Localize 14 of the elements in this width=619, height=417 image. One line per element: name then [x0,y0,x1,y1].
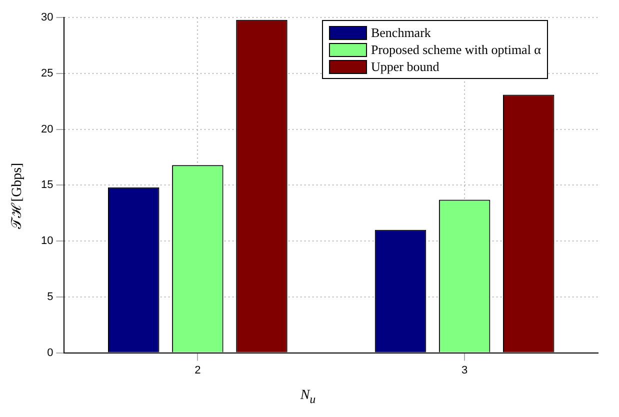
y-tick-label: 15 [40,179,54,192]
x-tick-label: 3 [461,364,468,376]
y-tick-label: 5 [47,290,54,303]
y-axis-title: 𝒯ℋ [Gbps] [10,162,26,232]
y-tick-label: 25 [40,68,54,80]
y-tick-label: 20 [40,123,54,136]
legend-label: Proposed scheme with optimal α [370,41,541,58]
y-tick-label: 30 [40,12,54,24]
x-axis-title: N$_{u}$ [299,388,317,406]
x-tick-label: 2 [194,364,201,376]
y-tick-label: 0 [47,346,54,359]
legend-label: Upper bound [370,58,440,75]
legend-label: Benchmark [370,24,431,41]
y-tick-label: 10 [40,235,54,248]
